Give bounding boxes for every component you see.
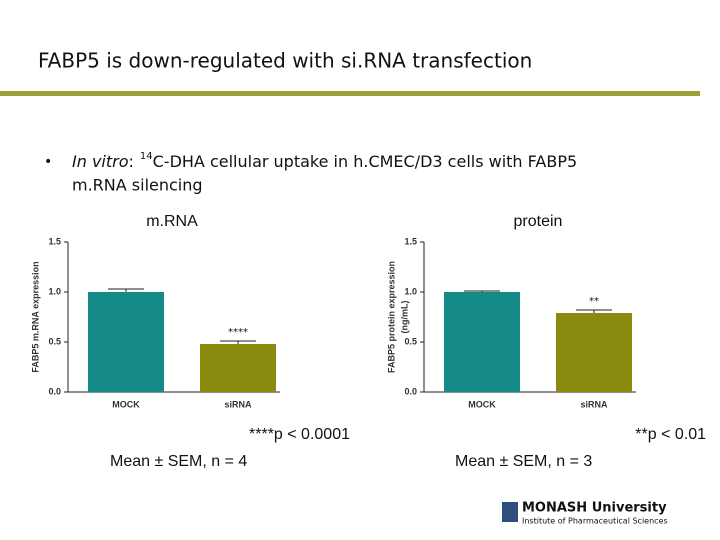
bar xyxy=(200,344,276,392)
error-bar xyxy=(576,309,612,313)
title-rule xyxy=(0,91,700,96)
x-tick-label: siRNA xyxy=(580,399,608,409)
bar xyxy=(444,292,520,392)
x-tick-label: MOCK xyxy=(468,399,496,409)
y-tick-label: 1.0 xyxy=(404,286,417,296)
chart-title: protein xyxy=(514,213,563,230)
footnote: Mean ± SEM, n = 3 xyxy=(455,453,592,470)
footnote: ****p < 0.0001 xyxy=(249,426,350,443)
error-bar xyxy=(220,340,256,344)
y-tick-label: 1.5 xyxy=(404,236,417,246)
y-axis-label: FABP5 protein expression xyxy=(386,261,396,373)
logo: MONASH University Institute of Pharmaceu… xyxy=(502,501,668,526)
logo-name: MONASH University xyxy=(522,501,667,516)
footnote: **p < 0.01 xyxy=(635,426,706,443)
bar xyxy=(556,313,632,392)
bullet-line2: m.RNA silencing xyxy=(72,176,203,195)
bullet-dot: • xyxy=(44,154,52,170)
logo-sub: Institute of Pharmaceutical Sciences xyxy=(522,517,668,526)
logo-shield xyxy=(502,502,518,522)
y-tick-label: 1.0 xyxy=(48,286,61,296)
x-tick-label: MOCK xyxy=(112,399,140,409)
bullet-text: In vitro: 14C-DHA cellular uptake in h.CM… xyxy=(72,151,577,171)
bullet-colon: : xyxy=(129,152,134,171)
bullet-italic: In vitro xyxy=(72,152,129,171)
bar xyxy=(88,292,164,392)
significance-label: ** xyxy=(589,296,599,307)
x-tick-label: siRNA xyxy=(224,399,252,409)
y-tick-label: 0.5 xyxy=(404,336,417,346)
error-bar xyxy=(108,288,144,292)
bullet-line1: C-DHA cellular uptake in h.CMEC/D3 cells… xyxy=(153,152,578,171)
y-axis-label: FABP5 m.RNA expression xyxy=(30,261,40,372)
chart-title: m.RNA xyxy=(146,213,198,230)
error-bar xyxy=(464,290,500,292)
y-axis-label: (ng/mL) xyxy=(399,301,409,334)
significance-label: **** xyxy=(228,327,248,338)
y-tick-label: 0.0 xyxy=(404,386,417,396)
y-tick-label: 0.5 xyxy=(48,336,61,346)
footnote: Mean ± SEM, n = 4 xyxy=(110,453,247,470)
slide-title: FABP5 is down-regulated with si.RNA tran… xyxy=(38,49,532,73)
superscript: 14 xyxy=(140,151,153,162)
y-tick-label: 0.0 xyxy=(48,386,61,396)
y-tick-label: 1.5 xyxy=(48,236,61,246)
